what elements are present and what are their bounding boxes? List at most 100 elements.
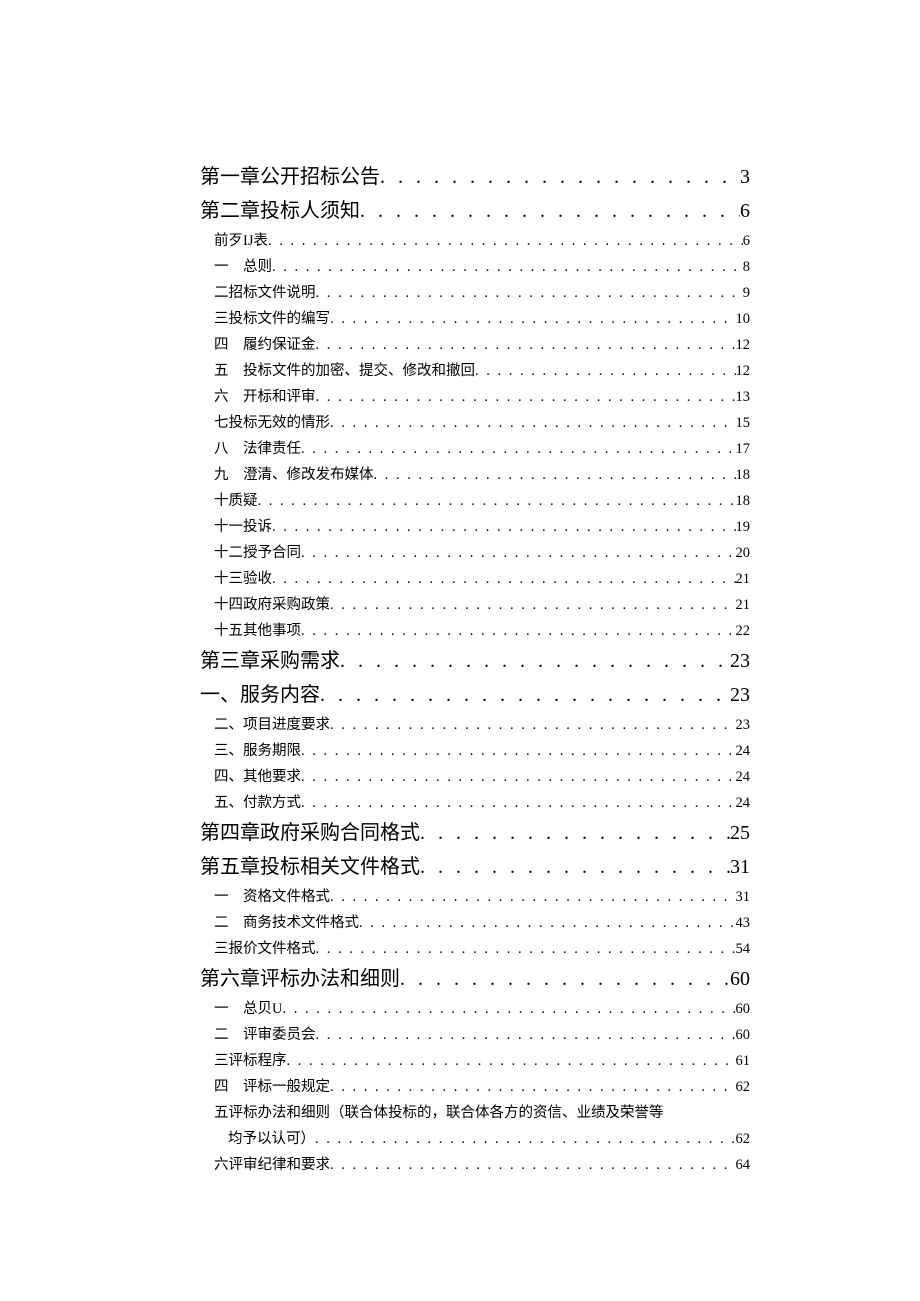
toc-page-number: 62 bbox=[736, 1126, 751, 1152]
toc-entry: 十四政府采购政策 21 bbox=[200, 592, 750, 618]
toc-label: 十一投诉 bbox=[214, 514, 272, 540]
toc-entry: 二、项目进度要求 23 bbox=[200, 712, 750, 738]
toc-label: 一 总贝U bbox=[214, 996, 282, 1022]
toc-leader-dots bbox=[315, 1126, 736, 1152]
toc-leader-dots bbox=[301, 436, 736, 462]
toc-label: 六 开标和评审 bbox=[214, 384, 316, 410]
toc-entry: 均予以认可） 62 bbox=[200, 1126, 750, 1152]
toc-entry: 一 资格文件格式 31 bbox=[200, 884, 750, 910]
toc-entry: 第一章公开招标公告 3 bbox=[200, 160, 750, 194]
toc-leader-dots bbox=[301, 738, 736, 764]
toc-page-number: 60 bbox=[730, 962, 750, 996]
toc-leader-dots bbox=[330, 884, 736, 910]
toc-label: 七投标无效的情形 bbox=[214, 410, 330, 436]
toc-label: 第四章政府采购合同格式 bbox=[200, 816, 420, 850]
toc-entry: 二 商务技术文件格式 43 bbox=[200, 910, 750, 936]
toc-leader-dots bbox=[400, 962, 730, 996]
toc-entry: 第三章采购需求 23 bbox=[200, 644, 750, 678]
toc-leader-dots bbox=[420, 816, 730, 850]
toc-leader-dots bbox=[475, 358, 736, 384]
toc-leader-dots bbox=[330, 1152, 736, 1178]
toc-page-number: 8 bbox=[743, 254, 750, 280]
toc-page-number: 43 bbox=[736, 910, 751, 936]
toc-page-number: 6 bbox=[743, 228, 750, 254]
toc-page-number: 61 bbox=[736, 1048, 751, 1074]
toc-label: 一 资格文件格式 bbox=[214, 884, 330, 910]
toc-leader-dots bbox=[301, 540, 736, 566]
toc-entry: 第四章政府采购合同格式 25 bbox=[200, 816, 750, 850]
toc-label: 四、其他要求 bbox=[214, 764, 301, 790]
toc-leader-dots bbox=[330, 306, 736, 332]
toc-page-number: 64 bbox=[736, 1152, 751, 1178]
toc-entry: 七投标无效的情形 15 bbox=[200, 410, 750, 436]
toc-page-number: 25 bbox=[730, 816, 750, 850]
toc-entry: 八 法律责任 17 bbox=[200, 436, 750, 462]
toc-label: 第一章公开招标公告 bbox=[200, 160, 380, 194]
toc-leader-dots bbox=[330, 592, 736, 618]
toc-leader-dots bbox=[316, 332, 736, 358]
toc-label: 十三验收 bbox=[214, 566, 272, 592]
toc-entry: 四 评标一般规定 62 bbox=[200, 1074, 750, 1100]
toc-leader-dots bbox=[268, 228, 743, 254]
toc-label: 三评标程序 bbox=[214, 1048, 287, 1074]
toc-entry: 第五章投标相关文件格式 31 bbox=[200, 850, 750, 884]
toc-entry: 六 开标和评审 13 bbox=[200, 384, 750, 410]
toc-label: 九 澄清、修改发布媒体 bbox=[214, 462, 374, 488]
toc-entry: 五 投标文件的加密、提交、修改和撤回 12 bbox=[200, 358, 750, 384]
toc-label: 均予以认可） bbox=[228, 1126, 315, 1152]
toc-leader-dots bbox=[320, 678, 730, 712]
toc-label: 四 履约保证金 bbox=[214, 332, 316, 358]
toc-label: 八 法律责任 bbox=[214, 436, 301, 462]
table-of-contents: 第一章公开招标公告 3第二章投标人须知 6前歹IJ表 6一 总则 8二招标文件说… bbox=[200, 160, 750, 1178]
toc-page-number: 60 bbox=[736, 1022, 751, 1048]
toc-leader-dots bbox=[420, 850, 730, 884]
toc-leader-dots bbox=[287, 1048, 736, 1074]
toc-page-number: 6 bbox=[740, 194, 750, 228]
toc-leader-dots bbox=[282, 996, 735, 1022]
toc-entry: 十二授予合同 20 bbox=[200, 540, 750, 566]
toc-entry: 第六章评标办法和细则 60 bbox=[200, 962, 750, 996]
toc-entry: 三报价文件格式 54 bbox=[200, 936, 750, 962]
toc-entry: 三投标文件的编写 10 bbox=[200, 306, 750, 332]
toc-label: 十二授予合同 bbox=[214, 540, 301, 566]
toc-label: 第三章采购需求 bbox=[200, 644, 340, 678]
toc-label: 五 投标文件的加密、提交、修改和撤回 bbox=[214, 358, 475, 384]
toc-label: 第二章投标人须知 bbox=[200, 194, 360, 228]
toc-page-number: 54 bbox=[736, 936, 751, 962]
toc-label: 四 评标一般规定 bbox=[214, 1074, 330, 1100]
toc-label: 第五章投标相关文件格式 bbox=[200, 850, 420, 884]
toc-page-number: 19 bbox=[736, 514, 751, 540]
toc-entry: 五、付款方式 24 bbox=[200, 790, 750, 816]
toc-leader-dots bbox=[272, 566, 736, 592]
toc-label: 三、服务期限 bbox=[214, 738, 301, 764]
toc-entry-wrap: 五评标办法和细则（联合体投标的，联合体各方的资信、业绩及荣誉等 bbox=[200, 1100, 750, 1126]
toc-leader-dots bbox=[380, 160, 740, 194]
toc-page-number: 18 bbox=[736, 462, 751, 488]
toc-leader-dots bbox=[374, 462, 736, 488]
toc-page-number: 24 bbox=[736, 764, 751, 790]
toc-entry: 四 履约保证金 12 bbox=[200, 332, 750, 358]
toc-entry: 六评审纪律和要求 64 bbox=[200, 1152, 750, 1178]
toc-page-number: 12 bbox=[736, 358, 751, 384]
toc-page-number: 15 bbox=[736, 410, 751, 436]
toc-page-number: 20 bbox=[736, 540, 751, 566]
toc-entry: 第二章投标人须知 6 bbox=[200, 194, 750, 228]
toc-label: 二 商务技术文件格式 bbox=[214, 910, 359, 936]
toc-page-number: 21 bbox=[736, 592, 751, 618]
toc-leader-dots bbox=[301, 618, 736, 644]
toc-leader-dots bbox=[316, 384, 736, 410]
toc-page-number: 12 bbox=[736, 332, 751, 358]
toc-entry: 一 总则 8 bbox=[200, 254, 750, 280]
toc-entry: 一 总贝U 60 bbox=[200, 996, 750, 1022]
toc-page: 第一章公开招标公告 3第二章投标人须知 6前歹IJ表 6一 总则 8二招标文件说… bbox=[0, 0, 920, 1301]
toc-page-number: 18 bbox=[736, 488, 751, 514]
toc-label: 二招标文件说明 bbox=[214, 280, 316, 306]
toc-leader-dots bbox=[316, 936, 736, 962]
toc-label: 五、付款方式 bbox=[214, 790, 301, 816]
toc-leader-dots bbox=[272, 514, 736, 540]
toc-leader-dots bbox=[258, 488, 736, 514]
toc-leader-dots bbox=[316, 280, 743, 306]
toc-label: 五评标办法和细则（联合体投标的，联合体各方的资信、业绩及荣誉等 bbox=[214, 1105, 664, 1121]
toc-leader-dots bbox=[272, 254, 743, 280]
toc-page-number: 9 bbox=[743, 280, 750, 306]
